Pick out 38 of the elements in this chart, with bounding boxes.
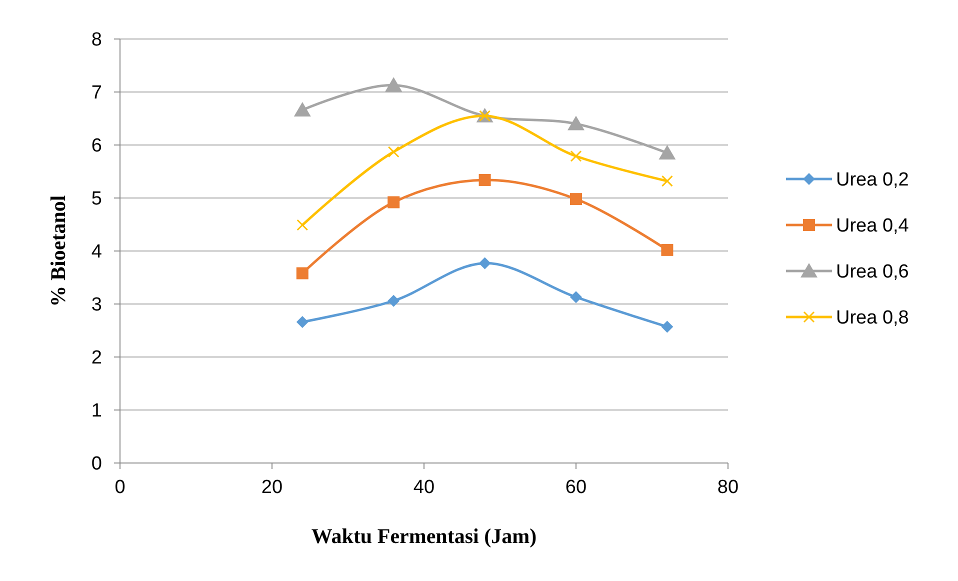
point: [570, 291, 582, 304]
legend-label: Urea 0,8: [836, 308, 909, 329]
point: [388, 294, 400, 307]
point: [570, 150, 582, 162]
point: [296, 316, 308, 328]
y-tick-label: 8: [91, 30, 102, 51]
x-tick-label: 80: [717, 477, 739, 498]
y-tick-label: 3: [91, 294, 102, 316]
point: [478, 174, 491, 186]
point: [661, 175, 673, 187]
legend-label: Urea 0,2: [836, 170, 909, 191]
x-tick-label: 20: [261, 477, 283, 498]
legend-label: Urea 0,4: [836, 216, 910, 237]
y-tick-label: 7: [91, 82, 102, 104]
x-axis-title: Waktu Fermentasi (Jam): [311, 524, 537, 548]
legend-label: Urea 0,6: [836, 262, 909, 283]
y-axis-title: % Bioetanol: [46, 195, 70, 307]
point: [296, 219, 308, 231]
point: [661, 320, 674, 333]
point: [385, 77, 402, 92]
point: [658, 144, 676, 160]
y-tick-label: 2: [91, 348, 102, 369]
point: [388, 196, 400, 208]
y-tick-label: 6: [91, 136, 102, 157]
point: [388, 146, 400, 158]
y-tick-label: 1: [91, 400, 102, 422]
point: [296, 267, 308, 280]
point: [568, 116, 584, 130]
x-tick-label: 60: [565, 477, 587, 498]
y-tick-label: 5: [91, 188, 102, 210]
x-tick-label: 40: [413, 477, 435, 498]
point: [478, 257, 491, 270]
y-tick-label: 0: [91, 454, 102, 475]
point: [294, 102, 311, 117]
point: [661, 244, 674, 256]
y-tick-label: 4: [91, 242, 102, 263]
point: [570, 193, 582, 206]
x-tick-label: 0: [114, 477, 126, 498]
